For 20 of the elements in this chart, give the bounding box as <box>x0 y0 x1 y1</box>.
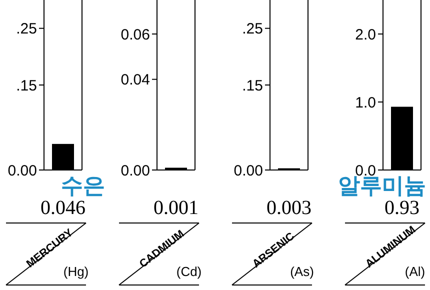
text: 수은 <box>61 174 105 199</box>
data-label: 0.003 <box>266 197 312 219</box>
y-tick-label: 0.00 <box>8 162 37 180</box>
text: (Cd) <box>176 264 202 279</box>
y-tick-label: 0.04 <box>120 72 150 89</box>
y-tick-label: .25 <box>16 20 37 38</box>
text: (As) <box>290 264 314 279</box>
data-label: 0.93 <box>384 197 420 219</box>
y-tick-label: .25 <box>242 20 263 38</box>
y-tick-label: .15 <box>16 77 37 94</box>
data-label: 0.001 <box>154 197 198 219</box>
y-tick-label: 1.0 <box>355 94 376 112</box>
y-tick-label: 0.00 <box>234 162 263 180</box>
data-label: 0.046 <box>40 197 86 219</box>
y-tick-label: .15 <box>242 77 263 94</box>
text: (Al) <box>404 264 426 279</box>
text: (Hg) <box>63 264 89 279</box>
y-tick-label: 2.0 <box>355 26 376 44</box>
y-tick-label: 0.06 <box>120 26 150 44</box>
y-tick-label: 0.00 <box>120 162 150 180</box>
